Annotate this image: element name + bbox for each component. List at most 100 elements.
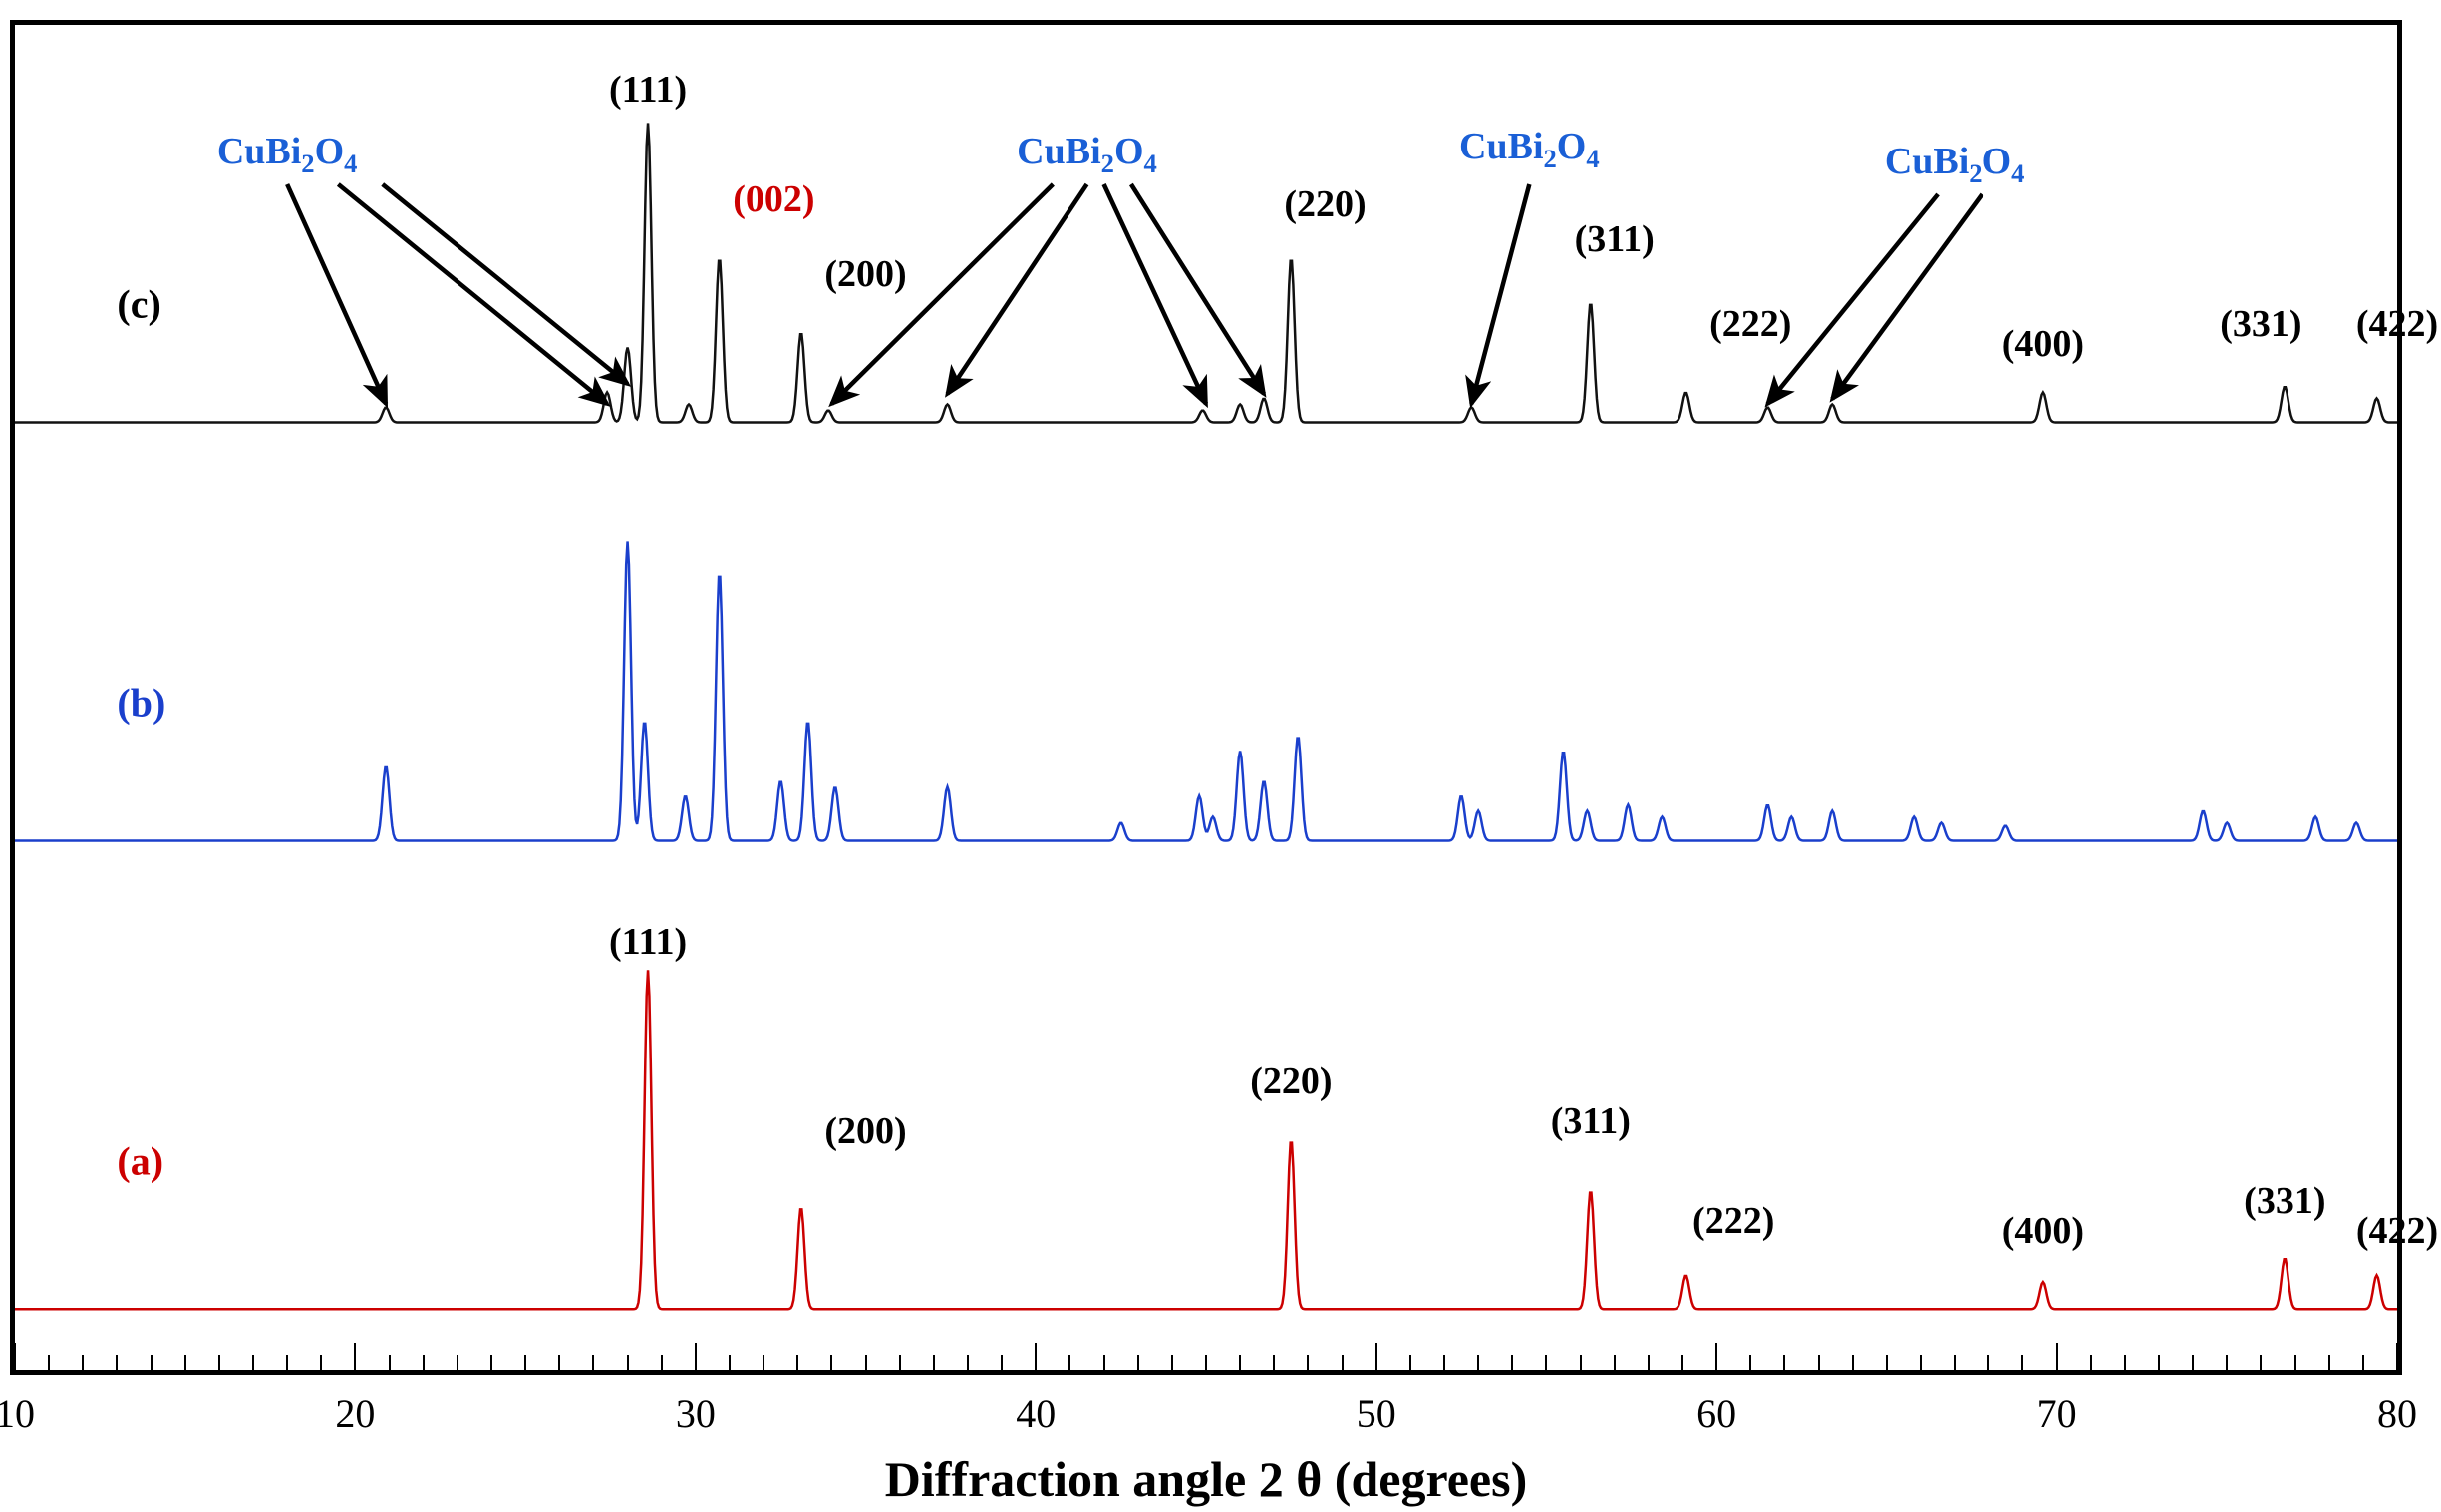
x-tick-minor bbox=[1307, 1355, 1309, 1370]
phase-label: CuBi2O4 bbox=[1459, 125, 1600, 174]
x-tick-minor bbox=[1511, 1355, 1513, 1370]
x-tick-minor bbox=[1580, 1355, 1582, 1370]
peak-label: (400) bbox=[2002, 1209, 2084, 1253]
peak-label: (331) bbox=[2220, 302, 2301, 346]
annotation-arrow bbox=[287, 184, 386, 404]
arrows-group bbox=[287, 184, 1982, 404]
x-tick-minor bbox=[1171, 1355, 1173, 1370]
peak-label: (220) bbox=[1250, 1059, 1332, 1103]
trace-label-c: (c) bbox=[117, 281, 160, 328]
x-tick-minor bbox=[1681, 1355, 1683, 1370]
x-tick-minor bbox=[729, 1355, 731, 1370]
annotation-arrow bbox=[1471, 184, 1529, 404]
x-tick-minor bbox=[1103, 1355, 1105, 1370]
x-tick-minor bbox=[1443, 1355, 1445, 1370]
peak-label: (311) bbox=[1575, 217, 1655, 261]
traces-group bbox=[15, 124, 2397, 1310]
x-tick-major bbox=[1715, 1343, 1717, 1370]
x-tick-label: 60 bbox=[1696, 1390, 1736, 1437]
annotation-arrow bbox=[1832, 194, 1982, 399]
x-tick-minor bbox=[1409, 1355, 1411, 1370]
phase-label: CuBi2O4 bbox=[1885, 140, 2025, 189]
x-tick-minor bbox=[2226, 1355, 2228, 1370]
peak-label: (400) bbox=[2002, 322, 2084, 366]
peak-label: (222) bbox=[1692, 1199, 1774, 1243]
x-tick-minor bbox=[1205, 1355, 1207, 1370]
x-tick-minor bbox=[1273, 1355, 1275, 1370]
x-tick-minor bbox=[967, 1355, 969, 1370]
x-tick-major bbox=[1375, 1343, 1377, 1370]
x-tick-minor bbox=[2124, 1355, 2126, 1370]
annotation-arrow bbox=[338, 184, 607, 404]
x-tick-minor bbox=[1614, 1355, 1616, 1370]
x-tick-major bbox=[354, 1343, 356, 1370]
x-tick-minor bbox=[1987, 1355, 1989, 1370]
x-tick-minor bbox=[48, 1355, 50, 1370]
x-tick-label: 40 bbox=[1016, 1390, 1056, 1437]
phase-label: CuBi2O4 bbox=[217, 130, 358, 179]
x-tick-minor bbox=[933, 1355, 935, 1370]
x-tick-minor bbox=[1749, 1355, 1751, 1370]
x-tick-minor bbox=[184, 1355, 186, 1370]
x-tick-minor bbox=[82, 1355, 84, 1370]
peak-label: (111) bbox=[609, 920, 687, 964]
x-tick-minor bbox=[1886, 1355, 1888, 1370]
x-tick-minor bbox=[2192, 1355, 2194, 1370]
x-tick-minor bbox=[592, 1355, 594, 1370]
x-tick-minor bbox=[1648, 1355, 1650, 1370]
trace-a bbox=[15, 970, 2397, 1309]
peak-label: (111) bbox=[609, 68, 687, 112]
x-tick-minor bbox=[830, 1355, 832, 1370]
x-tick-minor bbox=[490, 1355, 492, 1370]
x-tick-minor bbox=[457, 1355, 458, 1370]
peak-label: (331) bbox=[2244, 1179, 2325, 1223]
peak-label: (222) bbox=[1709, 302, 1791, 346]
peak-label: (200) bbox=[824, 1109, 906, 1153]
peak-label: (220) bbox=[1284, 182, 1366, 226]
x-tick-minor bbox=[1239, 1355, 1241, 1370]
x-tick-minor bbox=[1920, 1355, 1922, 1370]
x-tick-minor bbox=[2328, 1355, 2330, 1370]
x-tick-label: 80 bbox=[2377, 1390, 2417, 1437]
x-tick-minor bbox=[1852, 1355, 1854, 1370]
x-tick-minor bbox=[1342, 1355, 1344, 1370]
plot-svg bbox=[15, 25, 2397, 1370]
x-tick-minor bbox=[865, 1355, 867, 1370]
x-tick-label: 70 bbox=[2037, 1390, 2077, 1437]
x-tick-minor bbox=[423, 1355, 425, 1370]
annotation-arrow bbox=[1104, 184, 1206, 404]
peak-label: (422) bbox=[2356, 1209, 2438, 1253]
x-tick-minor bbox=[2021, 1355, 2023, 1370]
x-tick-minor bbox=[627, 1355, 629, 1370]
peak-label: (311) bbox=[1551, 1099, 1631, 1143]
annotation-arrow bbox=[1767, 194, 1938, 404]
x-tick-minor bbox=[1137, 1355, 1139, 1370]
x-tick-minor bbox=[2090, 1355, 2092, 1370]
x-tick-minor bbox=[218, 1355, 220, 1370]
xrd-figure: (a)(b)(c)(111)(200)(220)(311)(222)(400)(… bbox=[0, 0, 2441, 1512]
annotation-arrow bbox=[948, 184, 1087, 394]
plot-frame: (a)(b)(c)(111)(200)(220)(311)(222)(400)(… bbox=[10, 20, 2402, 1375]
x-tick-minor bbox=[116, 1355, 118, 1370]
x-tick-minor bbox=[1783, 1355, 1785, 1370]
trace-c bbox=[15, 124, 2397, 423]
peak-label: (002) bbox=[733, 177, 814, 221]
trace-label-b: (b) bbox=[117, 680, 165, 727]
trace-b bbox=[15, 542, 2397, 841]
x-tick-major bbox=[14, 1343, 16, 1370]
x-tick-minor bbox=[2362, 1355, 2364, 1370]
x-tick-major bbox=[2056, 1343, 2058, 1370]
x-tick-minor bbox=[252, 1355, 254, 1370]
x-axis-title: Diffraction angle 2 θ (degrees) bbox=[885, 1450, 1527, 1508]
x-tick-label: 10 bbox=[0, 1390, 35, 1437]
phase-label: CuBi2O4 bbox=[1017, 130, 1157, 179]
x-tick-minor bbox=[763, 1355, 764, 1370]
x-tick-major bbox=[1035, 1343, 1037, 1370]
x-tick-minor bbox=[2294, 1355, 2296, 1370]
x-tick-minor bbox=[1068, 1355, 1070, 1370]
x-tick-label: 20 bbox=[335, 1390, 375, 1437]
x-tick-label: 30 bbox=[676, 1390, 716, 1437]
x-tick-major bbox=[695, 1343, 697, 1370]
x-tick-minor bbox=[796, 1355, 798, 1370]
x-tick-minor bbox=[2158, 1355, 2160, 1370]
